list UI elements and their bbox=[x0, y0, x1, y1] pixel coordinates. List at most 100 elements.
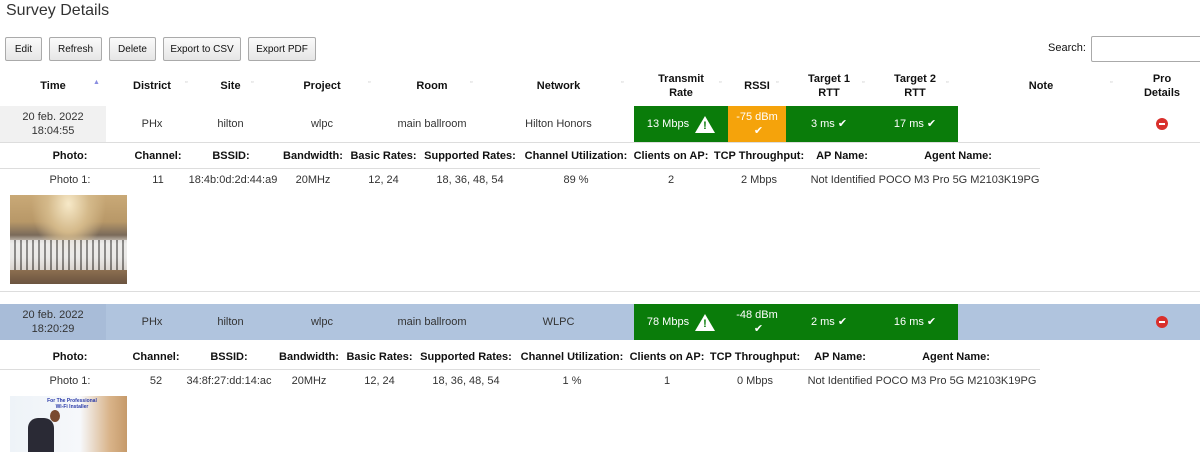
sort-icon: ▫ bbox=[470, 79, 473, 86]
agent-name-value: POCO M3 Pro 5G M2103K19PG bbox=[878, 174, 1040, 186]
remove-circle-icon[interactable] bbox=[1156, 316, 1168, 328]
edit-button[interactable]: Edit bbox=[5, 37, 42, 61]
transmit-rate-value: 13 Mbps bbox=[646, 118, 690, 130]
rssi-value: -75 dBm bbox=[736, 111, 778, 123]
column-header-site[interactable]: Site bbox=[198, 66, 263, 106]
search-label: Search: bbox=[1048, 42, 1086, 54]
warning-triangle-icon: ! bbox=[695, 313, 716, 331]
column-label: Transmit bbox=[658, 73, 704, 85]
target2-rtt-cell: 17 ms ✔ bbox=[872, 106, 958, 142]
project-cell: wlpc bbox=[310, 316, 333, 328]
column-header-project[interactable]: Project bbox=[263, 66, 381, 106]
detail-label-clients: Clients on AP: bbox=[633, 150, 709, 162]
refresh-button[interactable]: Refresh bbox=[49, 37, 102, 61]
channel-utilization-value: 1 % bbox=[562, 375, 582, 387]
detail-label-bandwidth: Bandwidth: bbox=[283, 150, 343, 162]
detail-label-ap-name: AP Name: bbox=[816, 150, 868, 162]
clients-value: 2 bbox=[667, 174, 675, 186]
detail-label-channel: Channel: bbox=[132, 351, 180, 363]
supported-rates-value: 18, 36, 48, 54 bbox=[436, 174, 504, 186]
table-header: Time ▲ District ▫ Site ▫ Project ▫ Room … bbox=[0, 66, 1200, 107]
warning-triangle-icon: ! bbox=[695, 115, 716, 133]
room-cell: main ballroom bbox=[397, 316, 467, 328]
check-icon: ✔ bbox=[753, 323, 764, 335]
column-label: District bbox=[133, 80, 171, 92]
delete-button[interactable]: Delete bbox=[109, 37, 156, 61]
detail-label-bssid: BSSID: bbox=[210, 351, 248, 363]
bandwidth-value: 20MHz bbox=[295, 174, 331, 186]
transmit-rate-value: 78 Mbps bbox=[646, 316, 690, 328]
site-cell: hilton bbox=[217, 316, 244, 328]
agent-name-value: POCO M3 Pro 5G M2103K19PG bbox=[875, 375, 1037, 387]
search-input[interactable] bbox=[1091, 36, 1200, 62]
column-header-time[interactable]: Time bbox=[0, 66, 106, 106]
time-text: 18:04:55 bbox=[31, 125, 75, 137]
column-header-district[interactable]: District bbox=[106, 66, 198, 106]
target2-value: 17 ms bbox=[893, 118, 924, 130]
project-cell: wlpc bbox=[310, 118, 333, 130]
target1-value: 3 ms bbox=[810, 118, 835, 130]
bssid-value: 18:4b:0d:2d:44:a9 bbox=[188, 174, 278, 186]
rssi-cell: -75 dBm ✔ bbox=[728, 106, 786, 142]
detail-header: Photo: Channel: BSSID: Bandwidth: Basic … bbox=[0, 344, 1200, 370]
table-row[interactable]: 20 feb. 2022 18:04:55 PHx hilton wlpc ma… bbox=[0, 106, 1200, 143]
photo-label: Photo 1: bbox=[49, 375, 91, 387]
column-header-network[interactable]: Network bbox=[483, 66, 634, 106]
time-text: 18:20:29 bbox=[31, 323, 75, 335]
detail-label-channel-utilization: Channel Utilization: bbox=[520, 351, 624, 363]
column-label: Network bbox=[536, 80, 581, 92]
target1-rtt-cell: 2 ms ✔ bbox=[786, 304, 872, 340]
column-label: Target 1 bbox=[808, 73, 850, 85]
sort-asc-icon: ▲ bbox=[93, 79, 100, 86]
survey-photo[interactable] bbox=[10, 195, 127, 284]
detail-row: Photo 1: 52 34:8f:27:dd:14:ac 20MHz 12, … bbox=[0, 369, 1040, 392]
column-header-transmit-rate[interactable]: Transmit Rate bbox=[634, 66, 728, 106]
ap-name-value: Not Identified bbox=[807, 375, 873, 387]
pro-details-cell bbox=[1124, 106, 1200, 142]
column-header-target2-rtt[interactable]: Target 2 RTT bbox=[872, 66, 958, 106]
detail-label-agent-name: Agent Name: bbox=[922, 351, 990, 363]
column-label: Time bbox=[40, 80, 66, 92]
site-cell: hilton bbox=[217, 118, 244, 130]
detail-label-bandwidth: Bandwidth: bbox=[279, 351, 339, 363]
column-header-rssi[interactable]: RSSI bbox=[728, 66, 786, 106]
channel-value: 11 bbox=[152, 174, 164, 186]
detail-label-basic-rates: Basic Rates: bbox=[350, 150, 417, 162]
survey-photo[interactable]: For The Professional Wi-Fi Installer bbox=[10, 396, 127, 452]
sort-icon: ▫ bbox=[719, 79, 722, 86]
check-icon: ✔ bbox=[926, 316, 937, 328]
detail-label-tcp: TCP Throughput: bbox=[709, 351, 801, 363]
column-header-target1-rtt[interactable]: Target 1 RTT bbox=[786, 66, 872, 106]
district-cell: PHx bbox=[141, 118, 163, 130]
ap-name-value: Not Identified bbox=[810, 174, 876, 186]
detail-label-supported-rates: Supported Rates: bbox=[420, 351, 512, 363]
column-header-pro-details[interactable]: Pro Details bbox=[1124, 66, 1200, 106]
check-icon: ✔ bbox=[926, 118, 937, 130]
export-csv-button[interactable]: Export to CSV bbox=[163, 37, 241, 61]
basic-rates-value: 12, 24 bbox=[364, 375, 395, 387]
table-row[interactable]: 20 feb. 2022 18:20:29 PHx hilton wlpc ma… bbox=[0, 304, 1200, 340]
detail-label-photo: Photo: bbox=[52, 351, 88, 363]
check-icon: ✔ bbox=[837, 118, 848, 130]
column-label: RTT bbox=[904, 87, 926, 99]
export-pdf-button[interactable]: Export PDF bbox=[248, 37, 316, 61]
column-label: Pro bbox=[1152, 73, 1172, 85]
detail-label-basic-rates: Basic Rates: bbox=[346, 351, 413, 363]
time-cell: 20 feb. 2022 18:04:55 bbox=[0, 106, 106, 142]
target1-value: 2 ms bbox=[810, 316, 835, 328]
remove-circle-icon[interactable] bbox=[1156, 118, 1168, 130]
column-label: Project bbox=[303, 80, 341, 92]
date-text: 20 feb. 2022 bbox=[22, 111, 84, 123]
date-text: 20 feb. 2022 bbox=[22, 309, 84, 321]
column-header-room[interactable]: Room bbox=[381, 66, 483, 106]
room-cell: main ballroom bbox=[397, 118, 467, 130]
detail-label-supported-rates: Supported Rates: bbox=[424, 150, 516, 162]
detail-label-ap-name: AP Name: bbox=[814, 351, 866, 363]
column-header-note[interactable]: Note bbox=[958, 66, 1124, 106]
detail-label-channel-utilization: Channel Utilization: bbox=[524, 150, 628, 162]
rssi-cell: -48 dBm ✔ bbox=[728, 304, 786, 340]
photo-label: Photo 1: bbox=[49, 174, 91, 186]
page-title: Survey Details bbox=[6, 2, 110, 19]
channel-utilization-value: 89 % bbox=[563, 174, 589, 186]
tcp-value: 0 Mbps bbox=[736, 375, 774, 387]
